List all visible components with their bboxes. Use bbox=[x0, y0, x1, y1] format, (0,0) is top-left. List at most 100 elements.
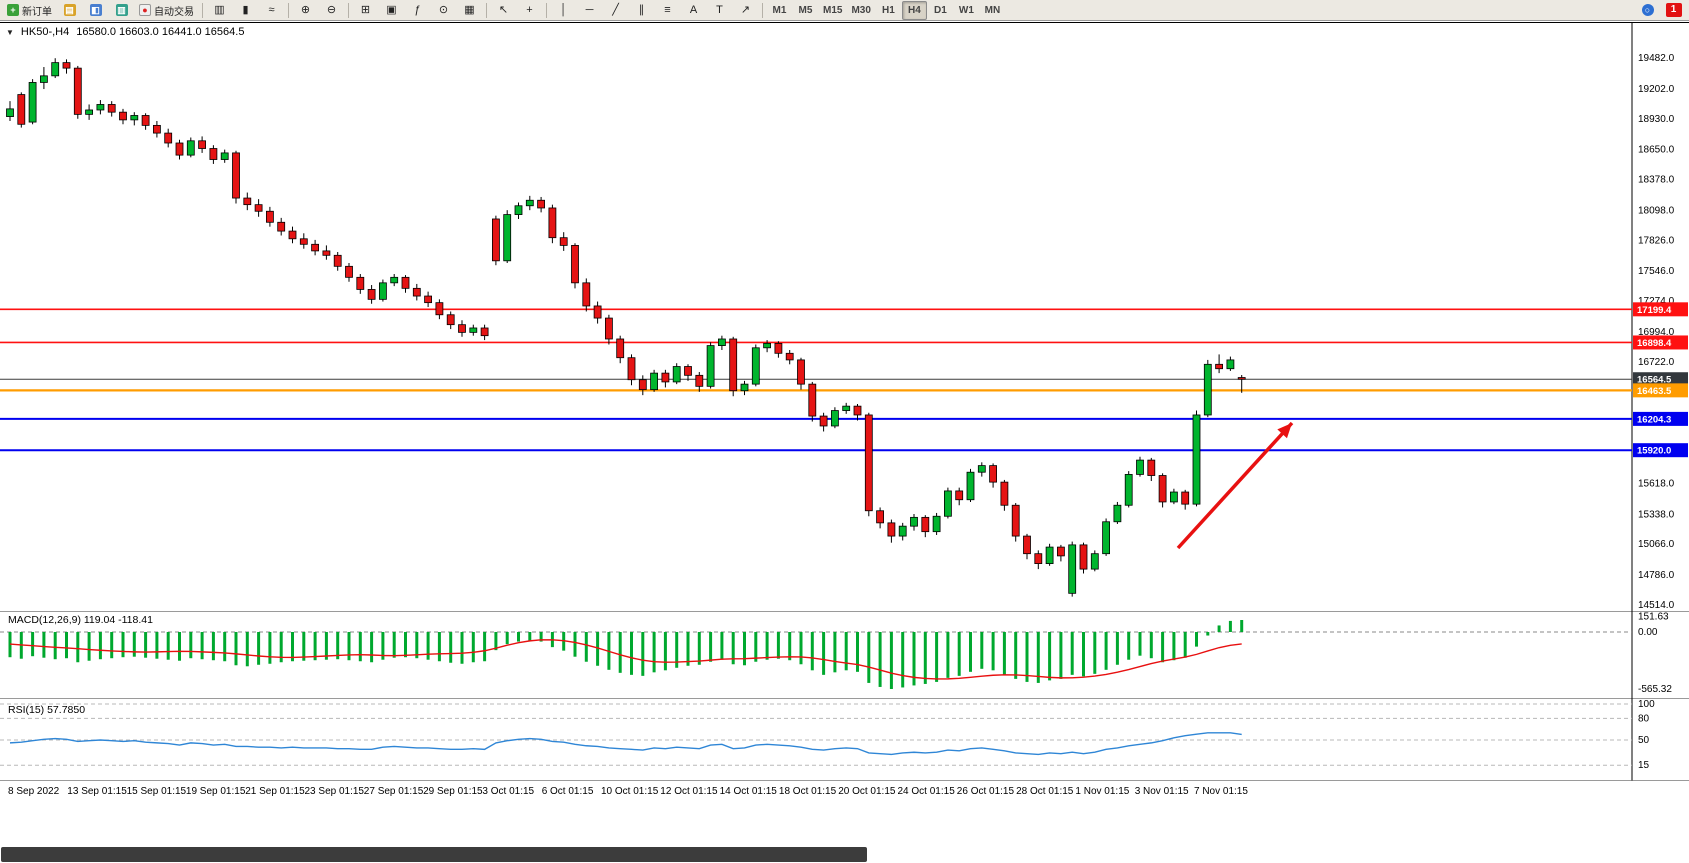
svg-text:100: 100 bbox=[1638, 699, 1655, 710]
cascade-windows-button[interactable]: ▣ bbox=[379, 1, 404, 20]
bar-chart-icon: ▥ bbox=[214, 3, 225, 16]
zoom-in-button[interactable]: ⊕ bbox=[293, 1, 318, 20]
autotrading-button[interactable]: ● 自动交易 bbox=[135, 1, 198, 20]
periods-button[interactable]: ⊙ bbox=[431, 1, 456, 20]
vertical-line-button[interactable]: │ bbox=[551, 1, 576, 20]
svg-text:16722.0: 16722.0 bbox=[1638, 357, 1675, 368]
trendline-icon: ╱ bbox=[612, 3, 619, 16]
channel-button[interactable]: ∥ bbox=[629, 1, 654, 20]
arrows-button[interactable]: ↗ bbox=[733, 1, 758, 20]
tile-windows-icon: ⊞ bbox=[360, 3, 371, 16]
svg-text:15: 15 bbox=[1638, 760, 1650, 771]
price-level-label bbox=[1633, 335, 1688, 350]
svg-text:24 Oct 01:15: 24 Oct 01:15 bbox=[898, 786, 956, 797]
horizontal-line-button[interactable]: ─ bbox=[577, 1, 602, 20]
horizontal-line-icon: ─ bbox=[585, 3, 594, 16]
text-label-button[interactable]: T bbox=[707, 1, 732, 20]
svg-text:19202.0: 19202.0 bbox=[1638, 84, 1675, 95]
line-chart-icon: ≈ bbox=[268, 3, 275, 16]
svg-text:23 Sep 01:15: 23 Sep 01:15 bbox=[305, 786, 365, 797]
candlestick-chart-button[interactable]: ▮ bbox=[233, 1, 258, 20]
navigator-button[interactable]: ◧ bbox=[83, 1, 108, 20]
price-level-label bbox=[1633, 383, 1688, 398]
h-scrollbar-thumb[interactable] bbox=[1, 847, 867, 862]
timeframe-d1[interactable]: D1 bbox=[928, 1, 953, 20]
svg-text:-565.32: -565.32 bbox=[1638, 684, 1672, 695]
new-order-button[interactable]: + 新订单 bbox=[3, 1, 56, 20]
timeframe-m5[interactable]: M5 bbox=[793, 1, 818, 20]
text-button[interactable]: A bbox=[681, 1, 706, 20]
rsi-line bbox=[9, 732, 1242, 756]
cursor-button[interactable]: ↖ bbox=[491, 1, 516, 20]
price-level-label bbox=[1633, 443, 1688, 458]
svg-text:17546.0: 17546.0 bbox=[1638, 266, 1675, 277]
text-label-icon: T bbox=[716, 3, 723, 16]
timeframe-h1-label: H1 bbox=[882, 4, 895, 16]
line-chart-button[interactable]: ≈ bbox=[259, 1, 284, 20]
fibonacci-icon: ≡ bbox=[664, 3, 671, 16]
indicators-button[interactable]: ƒ bbox=[405, 1, 430, 20]
trend-arrow-annotation[interactable] bbox=[1176, 421, 1294, 550]
svg-text:16898.4: 16898.4 bbox=[1637, 338, 1672, 349]
macd-signal-line bbox=[9, 639, 1242, 680]
terminal-button[interactable]: ▥ bbox=[109, 1, 134, 20]
profiles-button[interactable]: ▤ bbox=[57, 1, 82, 20]
zoom-in-icon: ⊕ bbox=[300, 3, 311, 16]
periods-icon: ⊙ bbox=[438, 3, 449, 16]
macd-label: MACD(12,26,9) 119.04 -118.41 bbox=[8, 614, 153, 626]
price-level-lines[interactable] bbox=[0, 308, 1632, 452]
templates-icon: ▦ bbox=[464, 3, 475, 16]
timeframe-mn-label: MN bbox=[984, 4, 1001, 16]
timeframe-m30-label: M30 bbox=[851, 4, 871, 16]
bar-chart-button[interactable]: ▥ bbox=[207, 1, 232, 20]
timeframe-w1-label: W1 bbox=[958, 4, 974, 16]
search-icon: ○ bbox=[1641, 4, 1654, 16]
fibonacci-button[interactable]: ≡ bbox=[655, 1, 680, 20]
svg-text:10 Oct 01:15: 10 Oct 01:15 bbox=[601, 786, 659, 797]
timeframe-mn[interactable]: MN bbox=[980, 1, 1005, 20]
templates-button[interactable]: ▦ bbox=[457, 1, 482, 20]
svg-text:27 Sep 01:15: 27 Sep 01:15 bbox=[364, 786, 424, 797]
svg-text:15338.0: 15338.0 bbox=[1638, 509, 1675, 520]
toolbar: + 新订单 ▤ ◧ ▥ ● 自动交易 ▥ ▮ ≈ ⊕ ⊖ ⊞ ▣ ƒ ⊙ ▦ ↖ + │ ─ ╱ ∥ ≡ A T ↗ M1 M5 M15 M… bbox=[0, 0, 1689, 21]
svg-text:151.63: 151.63 bbox=[1638, 612, 1669, 623]
search-button[interactable]: ○ bbox=[1635, 1, 1660, 20]
timeframe-m1[interactable]: M1 bbox=[767, 1, 792, 20]
timeframe-d1-label: D1 bbox=[934, 4, 947, 16]
svg-text:15920.0: 15920.0 bbox=[1637, 446, 1671, 457]
price-level-label bbox=[1633, 302, 1688, 317]
timeframe-m15[interactable]: M15 bbox=[819, 1, 846, 20]
svg-text:16994.0: 16994.0 bbox=[1638, 327, 1675, 338]
svg-text:21 Sep 01:15: 21 Sep 01:15 bbox=[245, 786, 305, 797]
timeframe-m15-label: M15 bbox=[823, 4, 843, 16]
crosshair-button[interactable]: + bbox=[517, 1, 542, 20]
svg-text:17199.4: 17199.4 bbox=[1637, 305, 1672, 316]
candlestick-chart-icon: ▮ bbox=[242, 3, 249, 16]
timeframe-w1[interactable]: W1 bbox=[954, 1, 979, 20]
timeframe-m5-label: M5 bbox=[798, 4, 813, 16]
toolbar-separator bbox=[486, 2, 487, 18]
channel-icon: ∥ bbox=[638, 3, 645, 16]
time-axis: 8 Sep 2022 13 Sep 01:15 15 Sep 01:15 19 Sep… bbox=[8, 786, 1248, 797]
timeframe-h4[interactable]: H4 bbox=[901, 0, 927, 20]
toolbar-separator bbox=[762, 2, 763, 18]
timeframe-m30[interactable]: M30 bbox=[847, 1, 874, 20]
chart-menu-icon[interactable]: ▼ bbox=[6, 27, 14, 37]
profiles-icon: ▤ bbox=[63, 4, 76, 16]
new-order-icon: + bbox=[7, 4, 19, 16]
notifications-button[interactable]: 1 bbox=[1661, 1, 1686, 20]
svg-text:14 Oct 01:15: 14 Oct 01:15 bbox=[720, 786, 778, 797]
tile-windows-button[interactable]: ⊞ bbox=[353, 1, 378, 20]
zoom-out-button[interactable]: ⊖ bbox=[319, 1, 344, 20]
svg-text:16463.5: 16463.5 bbox=[1637, 386, 1672, 397]
timeframe-h1[interactable]: H1 bbox=[876, 1, 901, 20]
timeframe-m1-label: M1 bbox=[772, 4, 787, 16]
new-order-button-label: 新订单 bbox=[22, 6, 52, 18]
svg-text:13 Sep 01:15: 13 Sep 01:15 bbox=[67, 786, 127, 797]
chart-symbol-title: HK50-,H4 bbox=[20, 26, 70, 38]
trendline-button[interactable]: ╱ bbox=[603, 1, 628, 20]
svg-text:12 Oct 01:15: 12 Oct 01:15 bbox=[660, 786, 718, 797]
price-level-label bbox=[1633, 411, 1688, 426]
chart-canvas[interactable]: 19482.0 19202.0 18930.0 18650.0 18378.0 18098… bbox=[0, 23, 1689, 863]
